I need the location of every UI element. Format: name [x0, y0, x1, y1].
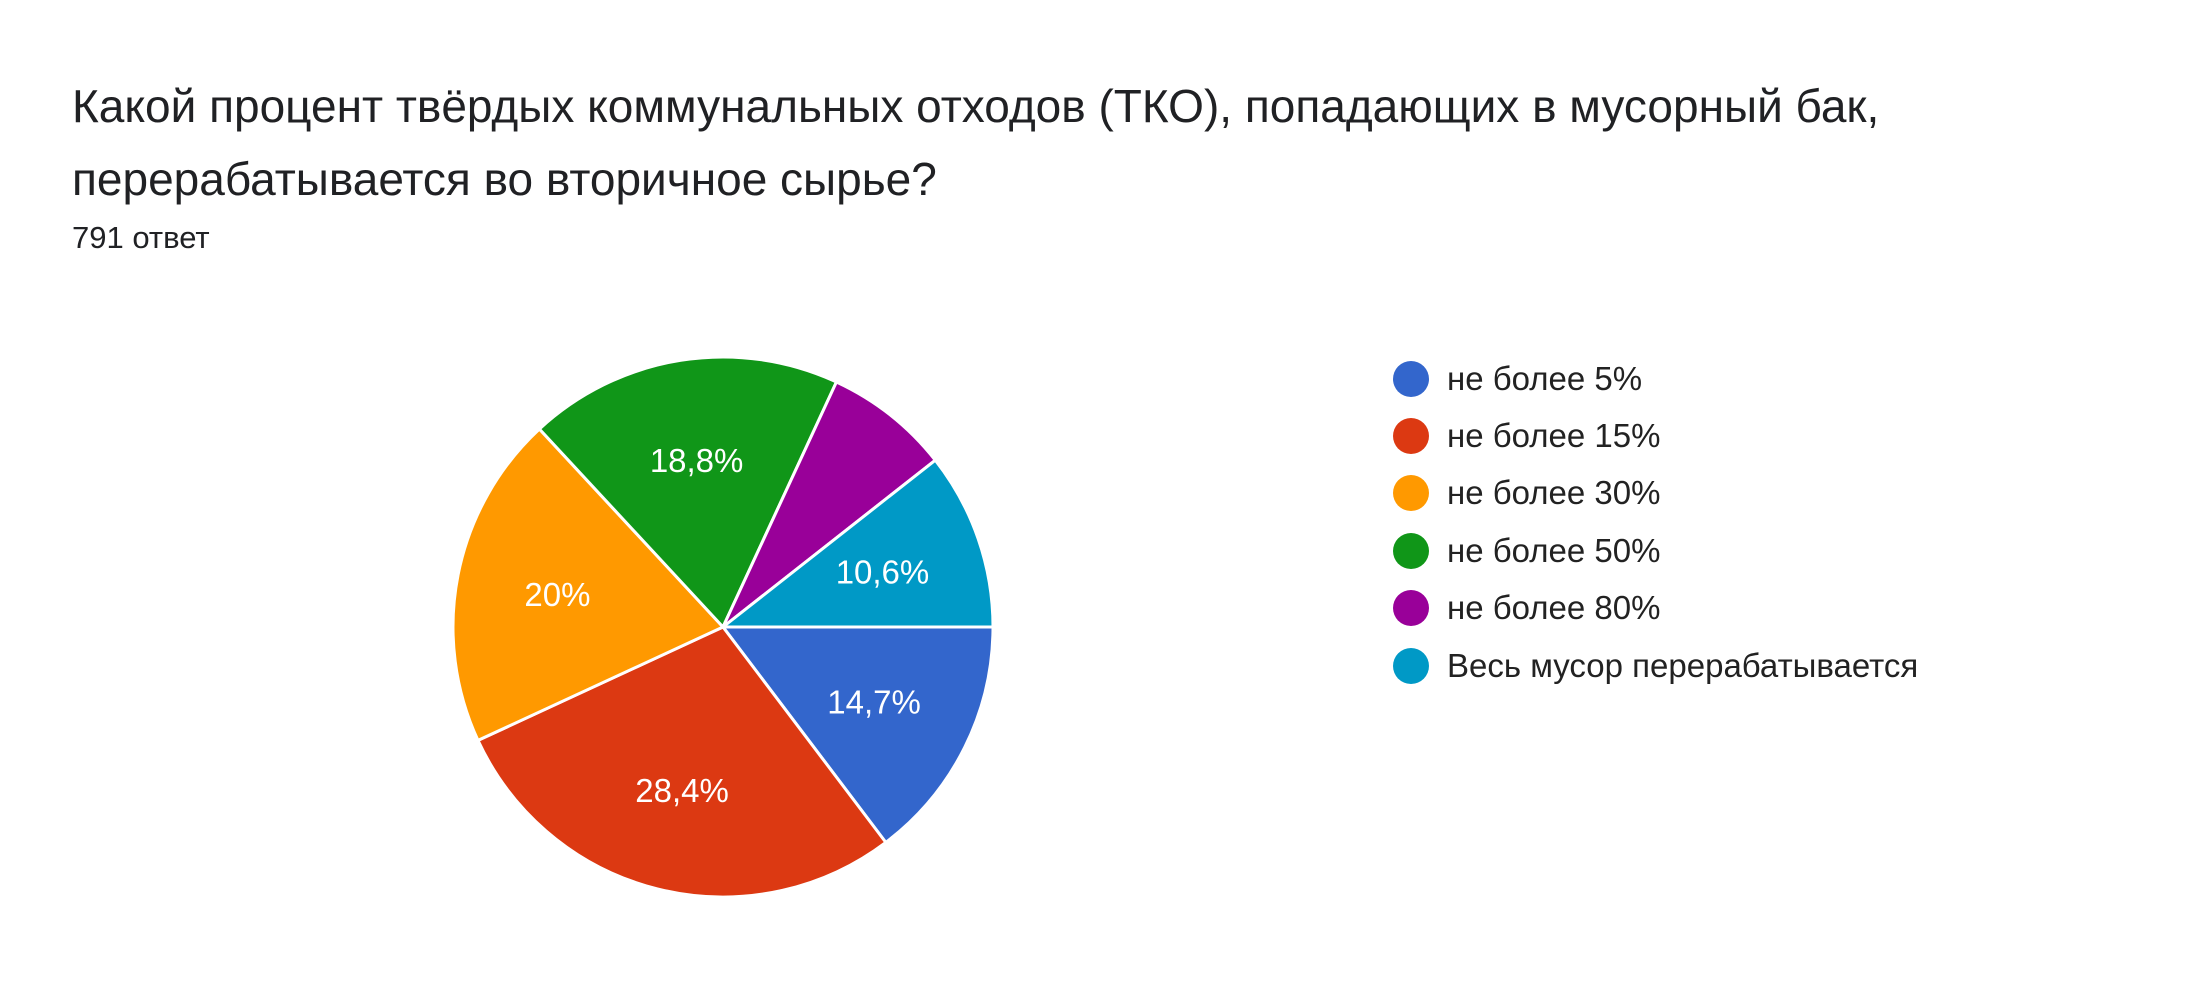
legend-item[interactable]: не более 30%: [1393, 465, 1918, 522]
slice-data-label: 20%: [524, 576, 590, 613]
slice-data-label: 14,7%: [827, 684, 921, 721]
legend-item[interactable]: не более 15%: [1393, 407, 1918, 464]
slice-data-label: 10,6%: [836, 553, 930, 590]
legend-label: не более 30%: [1447, 474, 1661, 512]
legend-swatch-icon: [1393, 647, 1429, 684]
pie-slice-3[interactable]: [537, 355, 839, 630]
legend-swatch-icon: [1393, 532, 1429, 569]
legend-label: не более 80%: [1447, 589, 1661, 627]
legend-swatch-icon: [1393, 475, 1429, 512]
slice-data-label: 18,8%: [650, 442, 744, 479]
legend-swatch-icon: [1393, 418, 1429, 455]
legend-swatch-icon: [1393, 590, 1429, 627]
pie-slice-4[interactable]: [721, 379, 938, 629]
pie-slice-labels: 14,7% 28,4% 20% 18,8% 10,6%: [524, 442, 929, 809]
legend-item[interactable]: не более 5%: [1393, 350, 1918, 407]
question-title: Какой процент твёрдых коммунальных отход…: [72, 80, 1880, 205]
response-count: 791 ответ: [72, 220, 210, 255]
slice-data-label: 28,4%: [635, 772, 729, 809]
legend-swatch-icon: [1393, 360, 1429, 397]
legend-item[interactable]: не более 50%: [1393, 522, 1918, 579]
legend-label: не более 15%: [1447, 417, 1661, 455]
pie-slice-5[interactable]: [718, 458, 995, 629]
legend-label: не более 5%: [1447, 359, 1643, 397]
legend-item[interactable]: не более 80%: [1393, 580, 1918, 637]
legend-label: Весь мусор перерабатывается: [1447, 646, 1919, 684]
pie-slice-0[interactable]: [719, 625, 995, 845]
legend-label: не более 50%: [1447, 531, 1661, 569]
pie-slices: [451, 355, 995, 899]
chart-legend: не более 5% не более 15% не более 30% не бо…: [1393, 350, 1918, 694]
pie-slice-2[interactable]: [451, 426, 726, 743]
legend-item[interactable]: Весь мусор перерабатывается: [1393, 637, 1918, 694]
